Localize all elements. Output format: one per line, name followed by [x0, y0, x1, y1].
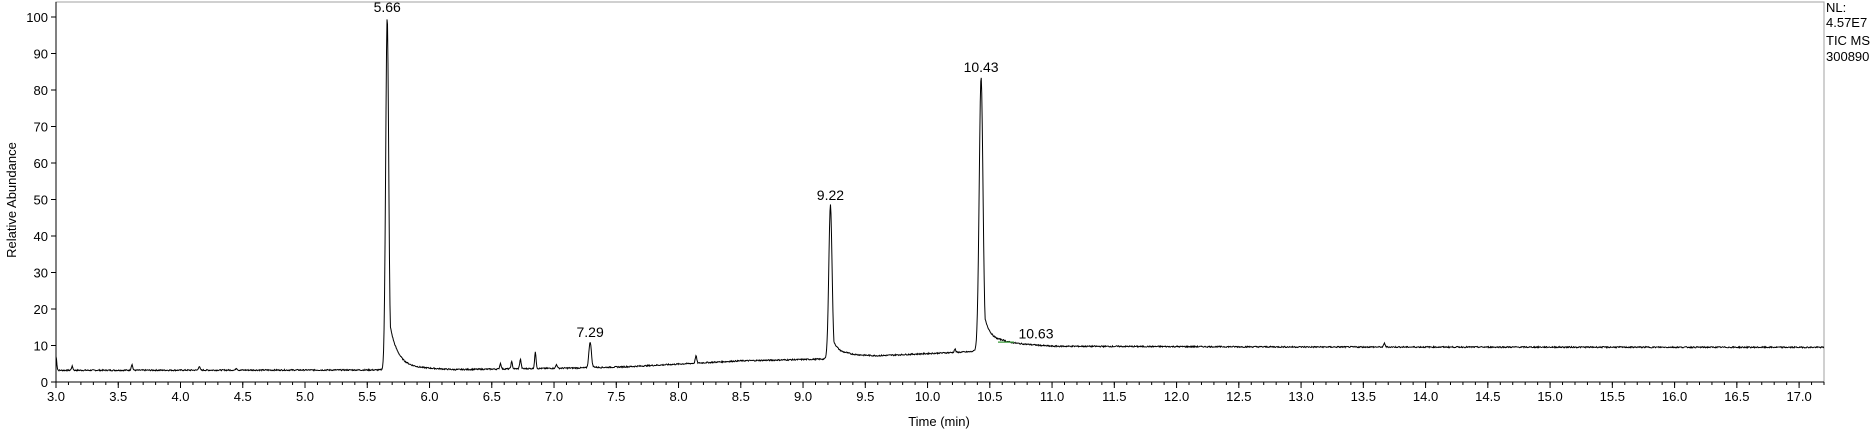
x-tick-label: 14.0 [1413, 389, 1438, 404]
y-tick-label: 70 [34, 120, 48, 135]
x-axis-title: Time (min) [908, 414, 970, 429]
y-axis-title: Relative Abundance [4, 142, 19, 258]
x-tick-label: 9.5 [856, 389, 874, 404]
x-tick-label: 7.0 [545, 389, 563, 404]
x-tick-label: 10.5 [977, 389, 1002, 404]
x-tick-label: 4.5 [234, 389, 252, 404]
x-tick-label: 6.5 [483, 389, 501, 404]
nl-label: NL: [1826, 0, 1847, 15]
x-tick-label: 3.5 [109, 389, 127, 404]
x-tick-label: 16.5 [1724, 389, 1749, 404]
peak-label-9-22: 9.22 [817, 187, 844, 203]
nl-value: 4.57E7 [1826, 15, 1868, 30]
file-id: 300890 [1826, 49, 1870, 64]
y-tick-label: 0 [41, 375, 48, 390]
x-tick-label: 14.5 [1475, 389, 1500, 404]
y-axis: 0 10 20 30 40 50 60 70 80 90 100 [26, 2, 57, 390]
y-tick-label: 40 [34, 229, 48, 244]
y-tick-label: 30 [34, 266, 48, 281]
tic-trace-line [55, 19, 1825, 372]
y-tick-label: 50 [34, 193, 48, 208]
x-tick-label: 8.0 [669, 389, 687, 404]
y-tick-label: 90 [34, 47, 48, 62]
x-tick-label: 12.0 [1164, 389, 1189, 404]
x-axis: 3.0 3.5 4.0 4.5 5.0 5.5 6.0 6.5 7.0 7.5 8.0 8.5 9.0 9… [47, 381, 1825, 404]
x-tick-label: 11.0 [1040, 389, 1064, 404]
x-tick-label: 6.0 [420, 389, 438, 404]
peak-label-10-43: 10.43 [964, 59, 999, 75]
x-tick-label: 17.0 [1786, 389, 1811, 404]
x-tick-label: 15.0 [1537, 389, 1562, 404]
peak-label-7-29: 7.29 [577, 324, 604, 340]
x-tick-label: 5.5 [358, 389, 376, 404]
x-tick-label: 13.5 [1351, 389, 1376, 404]
peak-label-10-63: 10.63 [1018, 326, 1053, 342]
y-tick-label: 60 [34, 156, 48, 171]
x-tick-label: 12.5 [1226, 389, 1251, 404]
x-tick-label: 13.0 [1288, 389, 1313, 404]
x-tick-label: 7.5 [607, 389, 625, 404]
plot-frame [55, 1, 1825, 383]
x-tick-label: 9.0 [794, 389, 812, 404]
x-tick-label: 15.5 [1600, 389, 1625, 404]
peak-labels: 5.66 7.29 9.22 10.43 10.63 [374, 0, 1054, 343]
peak-label-5-66: 5.66 [374, 0, 401, 15]
y-tick-label: 20 [34, 302, 48, 317]
x-tick-label: 3.0 [47, 389, 65, 404]
x-tick-label: 11.5 [1102, 389, 1126, 404]
x-tick-label: 8.5 [732, 389, 750, 404]
scan-type: TIC MS [1826, 33, 1871, 48]
x-tick-label: 16.0 [1662, 389, 1687, 404]
y-tick-label: 10 [34, 339, 48, 354]
y-tick-label: 100 [26, 10, 48, 25]
y-tick-label: 80 [34, 83, 48, 98]
x-tick-label: 10.0 [915, 389, 940, 404]
x-tick-label: 5.0 [296, 389, 314, 404]
x-tick-label: 4.0 [171, 389, 189, 404]
